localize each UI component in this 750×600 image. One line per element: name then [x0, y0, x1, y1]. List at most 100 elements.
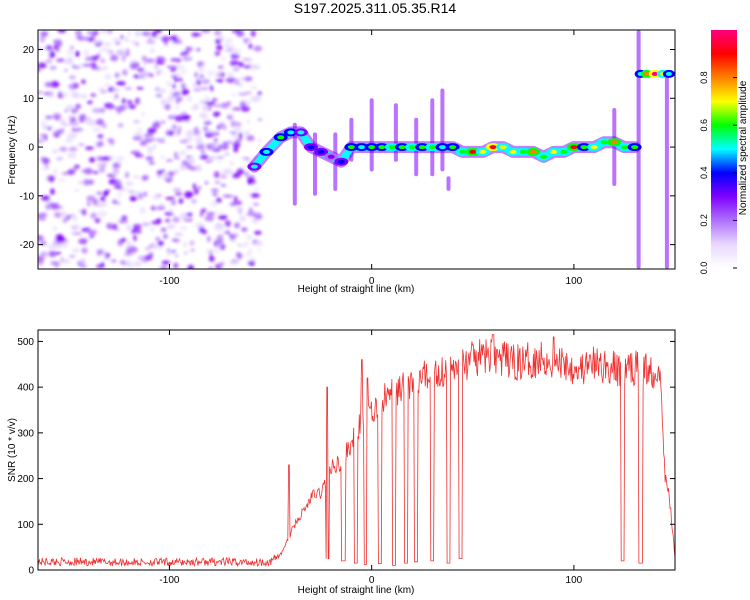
- noise-blob: [233, 196, 238, 203]
- colorbar-tick-label: 0.6: [699, 119, 709, 132]
- noise-blob: [155, 218, 162, 224]
- noise-blob: [96, 52, 101, 59]
- noise-blob: [43, 161, 48, 165]
- noise-blob: [161, 260, 170, 265]
- noise-blob: [72, 82, 80, 89]
- noise-blob: [257, 138, 262, 143]
- streak: [430, 98, 435, 177]
- noise-blob: [161, 174, 171, 179]
- noise-blob: [86, 30, 93, 35]
- noise-blob: [70, 224, 81, 231]
- noise-blob: [102, 46, 111, 53]
- ridge-peak: [469, 149, 477, 154]
- snr-y-ticks: 0 100 200 300 400 500: [17, 337, 675, 577]
- noise-blob: [135, 204, 144, 208]
- noise-blob: [78, 238, 89, 245]
- noise-blob: [212, 132, 220, 136]
- noise-blob: [235, 206, 244, 211]
- noise-blob: [207, 70, 214, 76]
- spectrogram-y-tick-label: -10: [20, 191, 35, 202]
- noise-blob: [155, 94, 163, 98]
- noise-blob: [168, 131, 175, 136]
- noise-blob: [87, 229, 98, 236]
- noise-blob: [248, 152, 256, 159]
- noise-blob: [133, 132, 142, 136]
- noise-blob: [56, 149, 61, 156]
- noise-blob: [151, 242, 157, 249]
- noise-blob: [95, 186, 102, 192]
- noise-blob: [101, 261, 105, 269]
- noise-blob: [220, 116, 225, 123]
- noise-blob: [141, 55, 147, 61]
- ridge-peak: [489, 145, 497, 150]
- noise-blob: [98, 202, 106, 208]
- noise-blob: [174, 41, 185, 45]
- noise-blob: [66, 239, 70, 243]
- noise-blob: [217, 215, 228, 220]
- noise-blob: [38, 260, 44, 265]
- noise-blob: [222, 194, 233, 198]
- streak: [664, 73, 669, 269]
- noise-blob: [118, 191, 122, 196]
- colorbar-tick-label: 0.2: [699, 214, 709, 227]
- noise-blob: [238, 200, 242, 206]
- ridge-peak: [398, 145, 406, 150]
- ridge-peak: [590, 145, 598, 150]
- noise-blob: [83, 168, 93, 175]
- noise-blob: [236, 107, 241, 110]
- noise-blob: [155, 30, 162, 34]
- noise-blob: [170, 252, 180, 256]
- noise-blob: [98, 166, 106, 173]
- noise-blob: [199, 210, 204, 218]
- ridge-peak: [277, 135, 285, 140]
- snr-y-tick-label: 300: [17, 428, 34, 439]
- noise-blob: [123, 252, 133, 256]
- noise-blob: [178, 126, 182, 133]
- noise-blob: [206, 143, 216, 151]
- noise-blob: [148, 37, 152, 41]
- snr-panel: -100 0 100 0 100 200 300 400 500 Height of stra…: [7, 329, 676, 596]
- noise-blob: [183, 218, 194, 221]
- noise-blob: [214, 30, 222, 36]
- noise-blob: [116, 81, 126, 86]
- noise-blob: [41, 195, 51, 202]
- noise-blob: [249, 207, 253, 213]
- noise-blob: [240, 105, 250, 112]
- noise-blob: [194, 188, 199, 195]
- noise-blob: [223, 52, 229, 58]
- noise-blob: [233, 127, 243, 131]
- noise-blob: [234, 222, 240, 229]
- noise-blob: [246, 119, 251, 124]
- noise-blob: [164, 211, 174, 216]
- noise-blob: [72, 218, 77, 221]
- noise-blob: [93, 127, 101, 133]
- noise-blob: [231, 30, 242, 33]
- noise-blob: [100, 253, 106, 260]
- snr-x-tick-label: 0: [369, 575, 375, 586]
- noise-blob: [137, 68, 145, 72]
- noise-blob: [57, 30, 67, 33]
- noise-blob: [66, 49, 74, 55]
- noise-blob: [250, 30, 256, 37]
- snr-series: [38, 334, 675, 568]
- noise-blob: [117, 109, 121, 114]
- noise-blob: [121, 215, 128, 220]
- ridge-peak: [620, 145, 628, 150]
- noise-blob: [175, 98, 179, 104]
- noise-blob: [199, 74, 205, 78]
- noise-blob: [248, 257, 256, 263]
- noise-blob: [187, 95, 192, 102]
- noise-blob: [148, 135, 153, 140]
- noise-blob: [190, 156, 195, 160]
- noise-blob: [38, 212, 48, 218]
- noise-blob: [59, 186, 70, 191]
- noise-blob: [72, 232, 82, 235]
- noise-blob: [56, 251, 61, 255]
- noise-blob: [232, 93, 240, 96]
- noise-blob: [229, 131, 237, 134]
- noise-blob: [161, 265, 165, 269]
- noise-blob: [83, 49, 89, 57]
- noise-blob: [81, 247, 88, 254]
- noise-blob: [214, 223, 225, 231]
- noise-blob: [145, 247, 150, 250]
